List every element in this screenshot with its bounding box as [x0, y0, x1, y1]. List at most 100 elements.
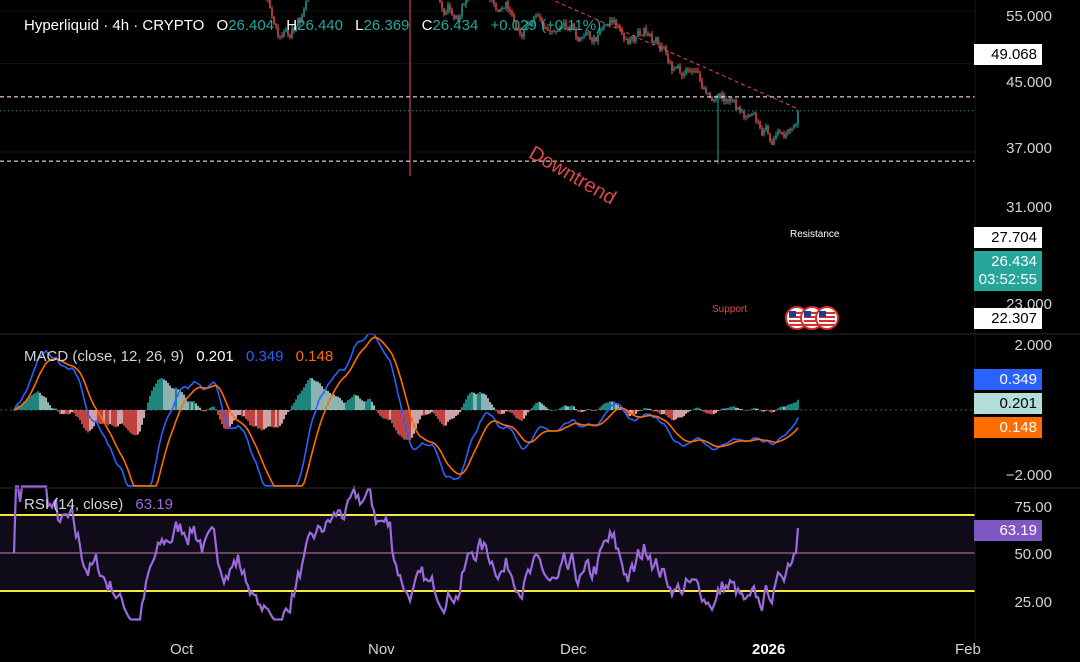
- candle-body: [453, 15, 455, 19]
- macd-histogram-bar: [361, 400, 363, 410]
- price-tick-31: 31.000: [1006, 199, 1052, 216]
- support-label: Support: [712, 304, 748, 315]
- macd-histogram-bar: [77, 410, 79, 418]
- macd-legend[interactable]: MACD (close, 12, 26, 9) 0.201 0.349 0.14…: [24, 348, 333, 365]
- macd-histogram-bar: [701, 410, 703, 412]
- macd-histogram-bar: [709, 410, 711, 414]
- macd-histogram-bar: [793, 402, 795, 410]
- macd-histogram-bar: [433, 410, 435, 414]
- macd-histogram-bar: [593, 410, 595, 411]
- flag-canton: [819, 311, 826, 317]
- macd-histogram-bar: [417, 410, 419, 424]
- candle-body: [555, 30, 557, 32]
- macd-histogram-bar: [45, 397, 47, 410]
- macd-pane[interactable]: [0, 333, 975, 487]
- rsi-legend[interactable]: RSI (14, close) 63.19: [24, 496, 173, 513]
- candle-body: [439, 0, 441, 3]
- macd-histogram-bar: [81, 410, 83, 425]
- macd-histogram-bar: [247, 410, 249, 422]
- symbol-legend[interactable]: Hyperliquid · 4h · CRYPTO O26.404 H26.44…: [24, 17, 601, 34]
- macd-histogram-bar: [149, 395, 151, 410]
- macd-histogram-bar: [501, 410, 503, 415]
- candle-body: [777, 130, 779, 135]
- macd-histogram-bar: [609, 401, 611, 410]
- macd-histogram-bar: [89, 410, 91, 431]
- candle-body: [283, 31, 285, 37]
- macd-histogram-bar: [731, 406, 733, 410]
- macd-histogram-bar: [167, 382, 169, 410]
- macd-histogram-bar: [595, 410, 597, 411]
- macd-histogram-bar: [69, 410, 71, 414]
- macd-histogram-bar: [771, 410, 773, 413]
- close-value: C26.434: [421, 17, 479, 34]
- macd-histogram-bar: [343, 402, 345, 410]
- macd-histogram-bar: [349, 398, 351, 410]
- macd-signal-tag: 0.148: [974, 417, 1042, 438]
- macd-histogram-bar: [365, 401, 367, 410]
- macd-histogram-bar: [733, 406, 735, 410]
- macd-histogram-bar: [491, 404, 493, 410]
- candle-body: [525, 25, 527, 30]
- candle-body: [705, 88, 707, 93]
- candle-body: [691, 70, 693, 72]
- macd-histogram-bar: [429, 410, 431, 414]
- macd-histogram-bar: [641, 410, 643, 411]
- macd-histogram-bar: [353, 394, 355, 410]
- candle-body: [671, 62, 673, 72]
- macd-histogram-bar: [447, 410, 449, 422]
- candle-body: [709, 92, 711, 97]
- macd-histogram-bar: [519, 410, 521, 421]
- macd-histogram-bar: [223, 410, 225, 429]
- candle-body: [561, 25, 563, 28]
- macd-histogram-bar: [421, 410, 423, 416]
- candle-body: [505, 1, 507, 9]
- macd-histogram-bar: [41, 395, 43, 410]
- candle-body: [579, 37, 581, 42]
- macd-histogram-bar: [143, 410, 145, 419]
- macd-histogram-bar: [505, 410, 507, 412]
- macd-histogram-bar: [67, 410, 69, 415]
- candle-body: [459, 16, 461, 20]
- macd-histogram-bar: [435, 410, 437, 417]
- candle-body: [281, 35, 283, 37]
- macd-histogram-bar: [323, 389, 325, 410]
- candle-body: [787, 129, 789, 134]
- macd-histogram-bar: [545, 407, 547, 410]
- macd-hist-tag: 0.201: [974, 393, 1042, 414]
- macd-histogram-bar: [535, 403, 537, 410]
- macd-histogram-bar: [251, 410, 253, 427]
- candle-body: [753, 113, 755, 115]
- candle-body: [549, 30, 551, 32]
- candle-body: [687, 68, 689, 71]
- macd-tick-top: 2.000: [1014, 337, 1052, 354]
- macd-histogram-bar: [783, 406, 785, 410]
- downtrend-line: [551, 0, 799, 110]
- candle-body: [689, 70, 691, 72]
- macd-histogram-bar: [705, 410, 707, 414]
- macd-histogram-bar: [239, 410, 241, 416]
- candle-body: [573, 23, 575, 30]
- macd-histogram-bar: [557, 409, 559, 410]
- candle-body: [619, 26, 621, 30]
- macd-histogram-bar: [737, 407, 739, 410]
- candle-body: [297, 18, 299, 26]
- candle-body: [537, 15, 539, 17]
- candle-body: [773, 138, 775, 145]
- candle-body: [751, 113, 753, 116]
- low-value: L26.369: [355, 17, 410, 34]
- support-price-tag: 22.307: [974, 308, 1042, 329]
- macd-histogram-bar: [29, 396, 31, 410]
- macd-histogram-bar: [747, 410, 749, 411]
- macd-histogram-bar: [203, 410, 205, 412]
- rsi-pane[interactable]: [0, 485, 975, 621]
- macd-histogram-bar: [591, 410, 593, 411]
- macd-histogram-bar: [141, 410, 143, 425]
- macd-histogram-bar: [117, 410, 119, 427]
- macd-histogram-bar: [103, 410, 105, 424]
- macd-histogram-bar: [61, 410, 63, 415]
- macd-histogram-bar: [263, 410, 265, 430]
- price-pane[interactable]: [0, 0, 975, 177]
- candle-body: [449, 5, 451, 10]
- macd-histogram-bar: [565, 405, 567, 410]
